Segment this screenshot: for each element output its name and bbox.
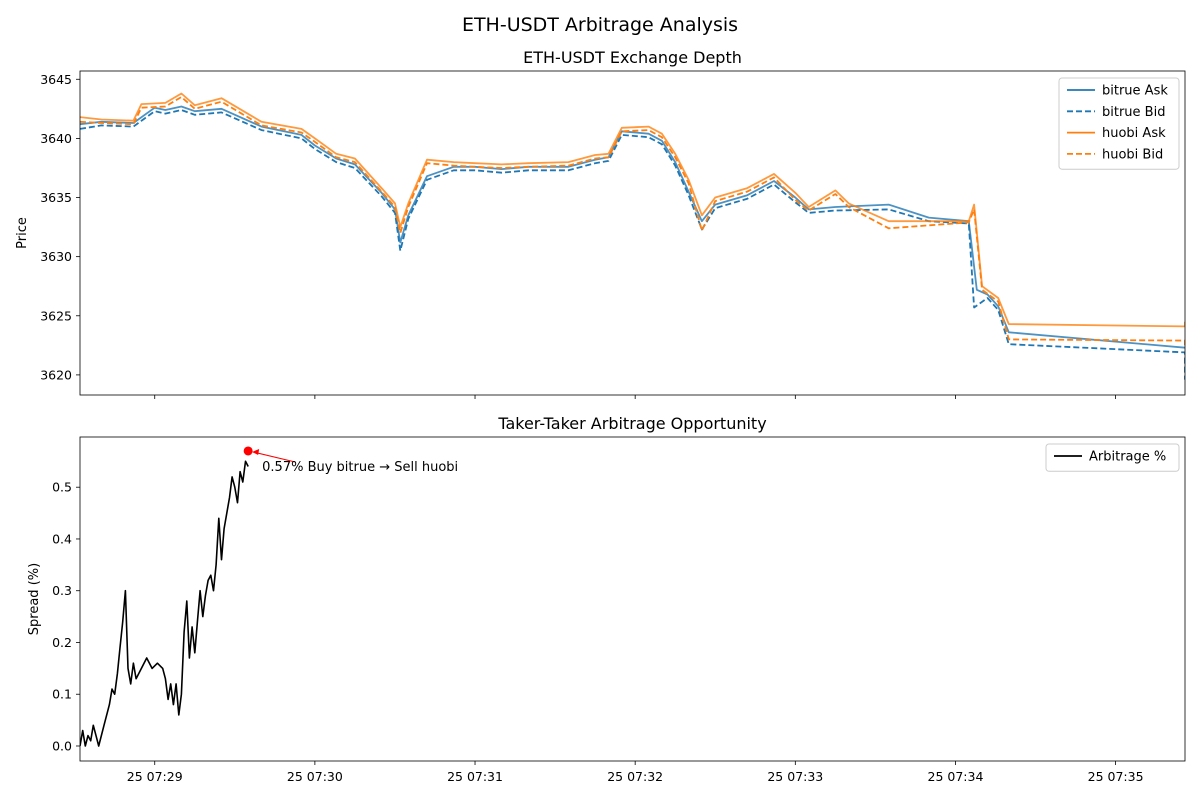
chart-title: ETH-USDT Exchange Depth xyxy=(523,48,742,67)
legend-label: huobi Bid xyxy=(1102,147,1163,162)
y-tick-label: 0.0 xyxy=(52,738,72,753)
series-line-bitrue-bid xyxy=(80,109,1185,380)
x-tick-label: 25 07:29 xyxy=(127,769,183,784)
series-line-huobi-bid xyxy=(80,96,1185,346)
y-tick-label: 0.1 xyxy=(52,687,72,702)
y-tick-label: 3640 xyxy=(40,131,72,146)
legend-frame xyxy=(1045,443,1180,472)
x-tick-label: 25 07:31 xyxy=(447,769,503,784)
x-tick-label: 25 07:30 xyxy=(287,769,343,784)
annotation-arrowhead xyxy=(252,448,260,455)
plot-frame xyxy=(79,436,1186,762)
x-tick-label: 25 07:35 xyxy=(1088,769,1144,784)
y-tick-label: 0.2 xyxy=(52,635,72,650)
legend-label: huobi Ask xyxy=(1102,126,1166,141)
annotation-arrow xyxy=(253,451,296,463)
series-group xyxy=(80,460,249,747)
legend-label: bitrue Bid xyxy=(1102,105,1165,120)
y-axis-label: Price xyxy=(15,217,30,249)
y-axis-label: Spread (%) xyxy=(27,563,42,635)
y-tick-label: 3620 xyxy=(40,367,72,382)
depth-chart: ETH-USDT Exchange Depth Price 3620 3625 3630… xyxy=(15,48,1186,399)
series-line-bitrue-ask xyxy=(80,105,1185,349)
y-tick-label: 3645 xyxy=(40,72,72,87)
y-tick-label: 0.3 xyxy=(52,583,72,598)
figure-suptitle: ETH-USDT Arbitrage Analysis xyxy=(462,14,738,36)
legend: bitrue Ask bitrue Bid huobi Ask huobi Bid xyxy=(1058,77,1180,170)
y-tick-label: 3630 xyxy=(40,249,72,264)
x-tick-label: 25 07:34 xyxy=(928,769,984,784)
y-tick-label: 3625 xyxy=(40,308,72,323)
legend-label: Arbitrage % xyxy=(1089,450,1166,465)
x-tick-label: 25 07:32 xyxy=(607,769,663,784)
arbitrage-chart: Taker-Taker Arbitrage Opportunity Spread … xyxy=(27,414,1186,784)
series-line-huobi-ask xyxy=(80,92,1185,328)
series-line-arbitrage- xyxy=(80,460,249,747)
x-tick-label: 25 07:33 xyxy=(767,769,823,784)
legend-frame xyxy=(1058,77,1180,170)
annotation-text: 0.57% Buy bitrue → Sell huobi xyxy=(262,460,458,475)
series-group xyxy=(80,92,1185,380)
legend-label: bitrue Ask xyxy=(1102,84,1168,99)
y-tick-label: 0.5 xyxy=(52,480,72,495)
legend: Arbitrage % xyxy=(1045,443,1180,472)
peak-marker xyxy=(243,446,253,456)
y-tick-label: 3635 xyxy=(40,190,72,205)
chart-title: Taker-Taker Arbitrage Opportunity xyxy=(497,414,766,433)
plot-frame xyxy=(79,70,1186,396)
y-tick-label: 0.4 xyxy=(52,531,72,546)
